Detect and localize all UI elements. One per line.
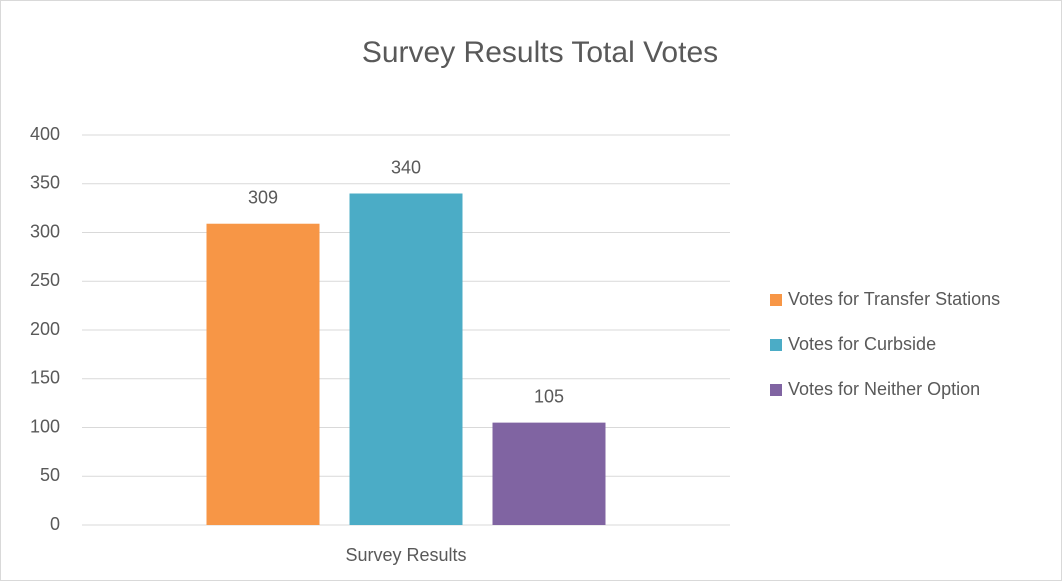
legend-swatch bbox=[770, 384, 782, 396]
legend-label: Votes for Neither Option bbox=[788, 379, 980, 399]
y-tick-label: 150 bbox=[30, 368, 60, 388]
legend-label: Votes for Transfer Stations bbox=[788, 289, 1000, 309]
x-tick-label: Survey Results bbox=[345, 545, 466, 565]
bar bbox=[206, 223, 320, 525]
y-tick-label: 200 bbox=[30, 319, 60, 339]
chart-title: Survey Results Total Votes bbox=[362, 36, 718, 69]
data-label: 340 bbox=[391, 157, 421, 177]
y-tick-label: 350 bbox=[30, 173, 60, 193]
legend-swatch bbox=[770, 339, 782, 351]
bar bbox=[492, 422, 606, 525]
y-tick-label: 100 bbox=[30, 416, 60, 436]
y-tick-label: 0 bbox=[50, 514, 60, 534]
data-label: 105 bbox=[534, 386, 564, 406]
data-label: 309 bbox=[248, 187, 278, 207]
y-tick-label: 400 bbox=[30, 124, 60, 144]
legend-swatch bbox=[770, 294, 782, 306]
y-tick-label: 50 bbox=[40, 465, 60, 485]
y-tick-label: 250 bbox=[30, 270, 60, 290]
legend-label: Votes for Curbside bbox=[788, 334, 936, 354]
bar bbox=[349, 193, 463, 525]
y-tick-label: 300 bbox=[30, 221, 60, 241]
